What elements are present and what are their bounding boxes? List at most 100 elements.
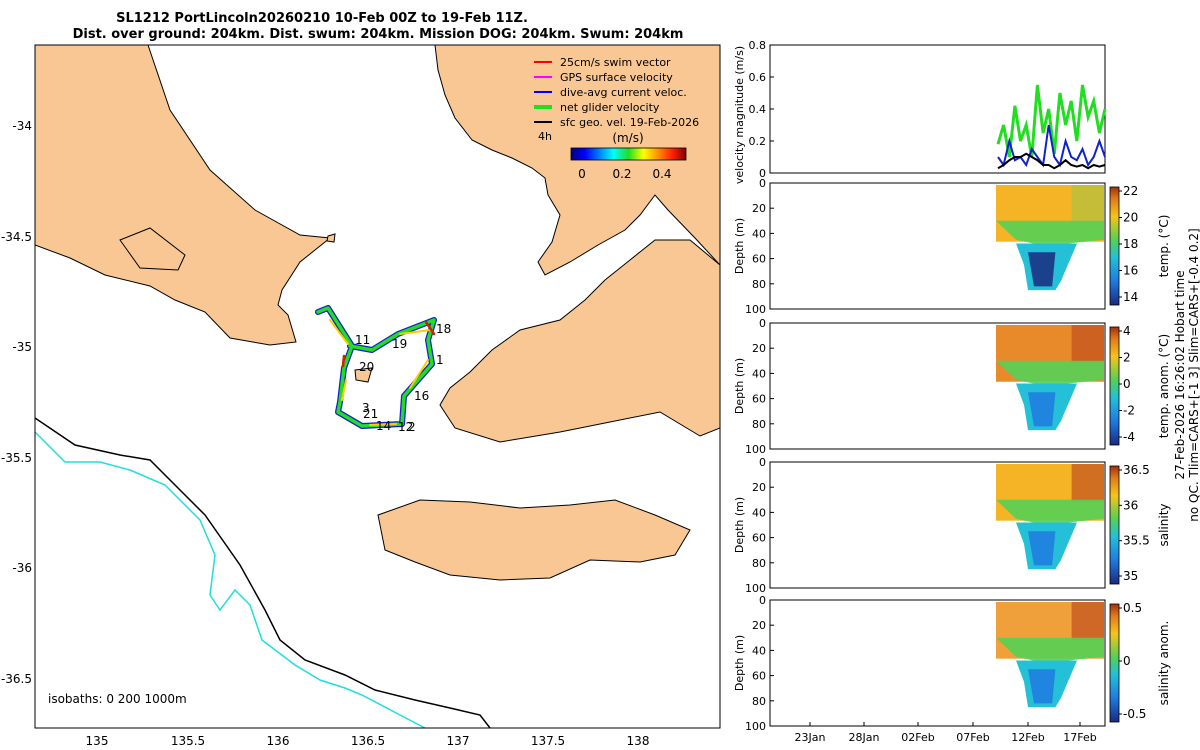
- colorbar-tick: -4: [1123, 430, 1135, 444]
- y-tick-label: -34.5: [1, 230, 32, 244]
- x-tick-label: 137.5: [531, 734, 565, 748]
- day-label: 14: [376, 419, 391, 433]
- x-tick-label: 138: [627, 734, 650, 748]
- colorbar-tick: 36.5: [1123, 463, 1150, 477]
- map-x-ticks: 135 135.5 136 136.5 137 137.5 138: [86, 734, 650, 748]
- velocity-y-tick: 0.6: [749, 71, 767, 84]
- depth-tick: 40: [752, 506, 766, 519]
- colorbar: [1109, 465, 1120, 585]
- title-line-1: SL1212 PortLincoln20260210 10-Feb 00Z to…: [116, 11, 528, 26]
- colorbar-tick: 0.2: [612, 167, 631, 181]
- colorbar-tick: 16: [1123, 264, 1138, 278]
- isobath-note: isobaths: 0 200 1000m: [48, 692, 187, 706]
- depth-tick: 0: [759, 317, 766, 330]
- colorbar-label: temp. (°C): [1157, 215, 1171, 278]
- day-label: 19: [392, 337, 407, 351]
- y-tick-label: -35: [12, 340, 32, 354]
- depth-tick: 60: [752, 393, 766, 406]
- colorbar-label: salinity anom.: [1157, 621, 1171, 706]
- colorbar-tick: 14: [1123, 290, 1138, 304]
- depth-tick: 100: [745, 720, 766, 733]
- land-island: [377, 499, 691, 581]
- glider-track: [315, 305, 437, 429]
- y-tick-label: -34: [12, 119, 32, 133]
- colorbar-tick: 0: [1123, 654, 1131, 668]
- depth-tick: 20: [752, 202, 766, 215]
- day-label: 1: [436, 353, 444, 367]
- colorbar-tick: 22: [1123, 184, 1138, 198]
- x-tick-label: 136: [267, 734, 290, 748]
- velocity-y-tick: 0: [759, 167, 766, 180]
- depth-ylabel: Depth (m): [733, 358, 746, 414]
- depth-tick: 40: [752, 367, 766, 380]
- land-east-peninsula: [439, 239, 720, 443]
- colorbar-tick: 35.5: [1123, 534, 1150, 548]
- colorbar-label: salinity: [1157, 503, 1171, 546]
- depth-tick: 0: [759, 177, 766, 190]
- colorbar-tick: 0: [1123, 377, 1131, 391]
- colorbar-label: (m/s): [612, 131, 643, 145]
- day-label: 18: [436, 322, 451, 336]
- side-note-1: 27-Feb-2026 16:26:02 Hobart time: [1173, 270, 1187, 479]
- depth-tick: 100: [745, 303, 766, 316]
- legend-label: sfc geo. vel. 19-Feb-2026: [560, 116, 699, 129]
- land-islet-1: [119, 227, 186, 271]
- depth-tick: 60: [752, 670, 766, 683]
- depth-tick: 80: [752, 278, 766, 291]
- day-label: 12: [398, 420, 413, 434]
- depth-tick: 80: [752, 418, 766, 431]
- depth-ylabel: Depth (m): [733, 635, 746, 691]
- land-islet-3: [326, 233, 336, 243]
- side-note-2: no QC. Tlim=CARS+[-1 3] Slim=CARS+[-0.4 …: [1187, 228, 1200, 521]
- legend-suffix: 4h: [538, 130, 552, 143]
- y-tick-label: -35.5: [1, 451, 32, 465]
- colorbar: [1109, 326, 1120, 446]
- isobath-200m: [35, 417, 491, 728]
- y-tick-label: -36: [12, 561, 32, 575]
- depth-ylabel: Depth (m): [733, 218, 746, 274]
- day-label: 2: [408, 420, 416, 434]
- depth-tick: 100: [745, 443, 766, 456]
- colorbar: [1109, 186, 1120, 306]
- day-label: 20: [359, 360, 374, 374]
- y-tick-label: -36.5: [1, 672, 32, 686]
- velocity-y-tick: 0.8: [749, 39, 767, 52]
- colorbar-tick: 2: [1123, 351, 1131, 365]
- depth-ylabel: Depth (m): [733, 497, 746, 553]
- colorbar: [1109, 603, 1120, 723]
- day-label: 21: [363, 407, 378, 421]
- depth-tick: 60: [752, 532, 766, 545]
- isobath-1000m: [35, 431, 426, 728]
- depth-tick: 40: [752, 644, 766, 657]
- heatmap-panel-temp: 0 20 40 60 80 100 Depth (m) 22 20 18 16 14 temp. (°C…: [733, 177, 1171, 316]
- day-label: 3: [362, 401, 370, 415]
- legend-label: net glider velocity: [560, 101, 660, 114]
- colorbar-tick: -0.5: [1123, 707, 1146, 721]
- colorbar-tick: 18: [1123, 237, 1138, 251]
- colorbar-tick: 4: [1123, 324, 1131, 338]
- x-tick-label: 135.5: [171, 734, 205, 748]
- depth-tick: 40: [752, 227, 766, 240]
- map-panel: 11 19 18 1 20 16 3 21 14 12 2 135 135.5 …: [1, 44, 721, 748]
- depth-tick: 60: [752, 253, 766, 266]
- velocity-series-line: [997, 152, 1106, 170]
- depth-tick: 100: [745, 582, 766, 595]
- time-axis: 23Jan 28Jan 02Feb 07Feb 12Feb 17Feb: [795, 722, 1097, 744]
- velocity-ylabel: velocity magnitude (m/s): [733, 46, 746, 184]
- colorbar-tick: 0.4: [652, 167, 671, 181]
- time-tick: 07Feb: [956, 731, 989, 744]
- velocity-series-line: [996, 84, 1107, 158]
- velocity-series-line: [997, 124, 1106, 168]
- day-labels: 11 19 18 1 20 16 3 21 14 12 2: [355, 322, 451, 434]
- velocity-y-tick: 0.2: [749, 135, 767, 148]
- time-tick: 23Jan: [795, 731, 826, 744]
- time-tick: 12Feb: [1011, 731, 1044, 744]
- colorbar-tick: 35: [1123, 569, 1138, 583]
- colorbar-tick: 0.5: [1123, 601, 1142, 615]
- colorbar-tick: 36: [1123, 498, 1138, 512]
- velocity-y-tick: 0.4: [749, 103, 767, 116]
- x-tick-label: 137: [447, 734, 470, 748]
- map-y-ticks: -34 -34.5 -35 -35.5 -36 -36.5: [1, 119, 32, 686]
- time-tick: 28Jan: [849, 731, 880, 744]
